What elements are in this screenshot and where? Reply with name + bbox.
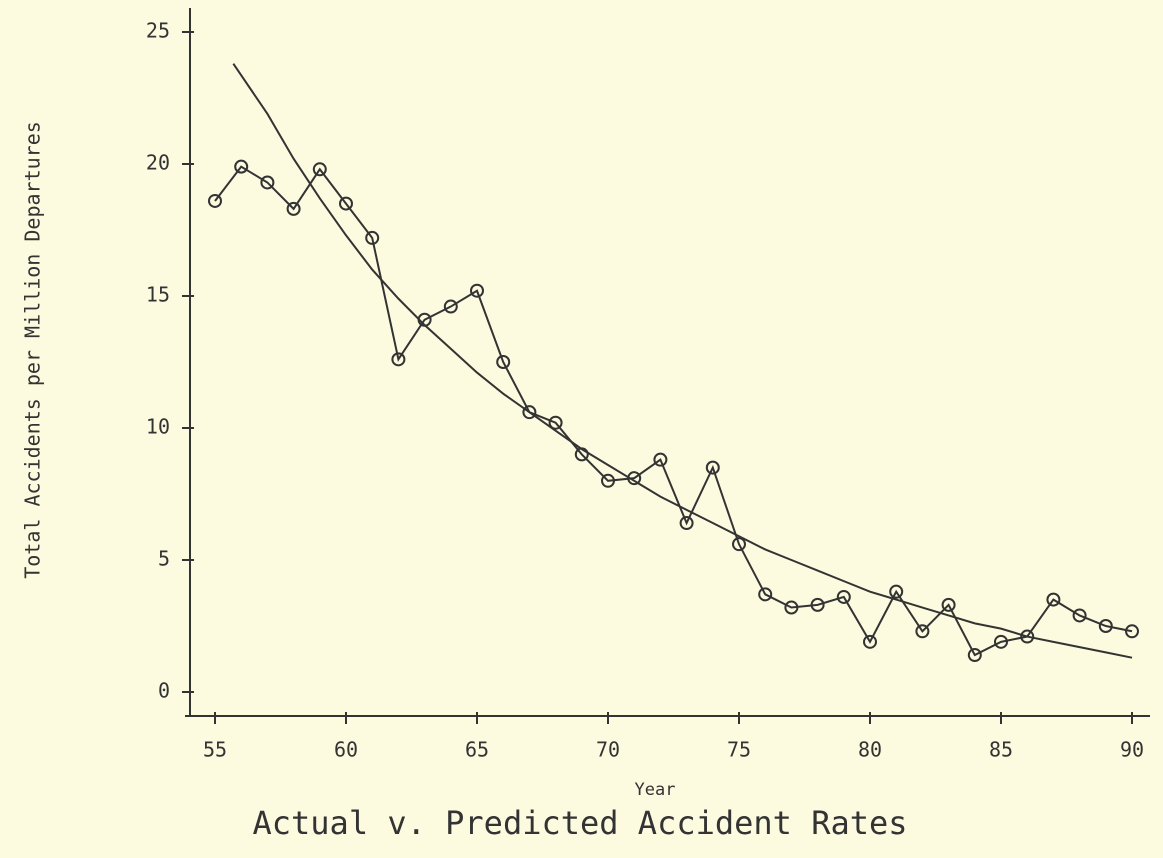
y-tick-label: 20 [146, 151, 170, 175]
data-point [1072, 608, 1087, 623]
y-tick-label: 10 [146, 415, 170, 439]
data-point [653, 452, 668, 467]
x-tick-label: 55 [203, 738, 227, 762]
x-tick-label: 60 [334, 738, 358, 762]
x-tick-label: 65 [465, 738, 489, 762]
data-point [1020, 629, 1035, 644]
data-point [208, 193, 222, 208]
data-point [915, 624, 930, 639]
data-point [810, 597, 825, 612]
data-point [732, 537, 746, 552]
data-point [443, 299, 458, 314]
x-axis-label: Year [635, 780, 676, 800]
data-point [836, 589, 851, 604]
y-tick-label: 0 [158, 679, 170, 703]
data-point [758, 587, 773, 602]
x-tick-label: 80 [858, 738, 882, 762]
data-point [339, 196, 353, 211]
data-point [941, 597, 956, 612]
data-point [260, 175, 275, 190]
series-line [232, 63, 1133, 659]
data-point [863, 634, 877, 649]
data-point [784, 600, 799, 615]
data-point [889, 584, 904, 599]
data-point [470, 283, 484, 298]
data-point [286, 201, 301, 216]
data-point [312, 162, 327, 177]
y-tick-label: 5 [158, 547, 170, 571]
data-point [522, 405, 537, 420]
x-tick-label: 90 [1120, 738, 1144, 762]
x-tick-label: 70 [596, 738, 620, 762]
data-point [601, 473, 615, 488]
y-tick-label: 25 [146, 19, 170, 43]
y-tick-label: 15 [146, 283, 170, 307]
data-point [705, 460, 720, 475]
data-point [496, 355, 511, 369]
y-axis-label: Total Accidents per Million Departures [21, 121, 45, 579]
data-point [994, 634, 1008, 649]
data-point [1125, 624, 1139, 639]
x-tick-label: 85 [989, 738, 1013, 762]
data-point [548, 415, 563, 430]
series-line [214, 165, 1133, 657]
data-point [967, 648, 982, 663]
data-point [234, 159, 249, 174]
x-tick-label: 75 [727, 738, 751, 762]
data-point [391, 352, 406, 367]
data-point [1098, 619, 1113, 633]
data-point [679, 516, 694, 531]
data-point [365, 230, 380, 245]
caption: Actual v. Predicted Accident Rates [252, 804, 907, 842]
data-point [1046, 592, 1061, 607]
